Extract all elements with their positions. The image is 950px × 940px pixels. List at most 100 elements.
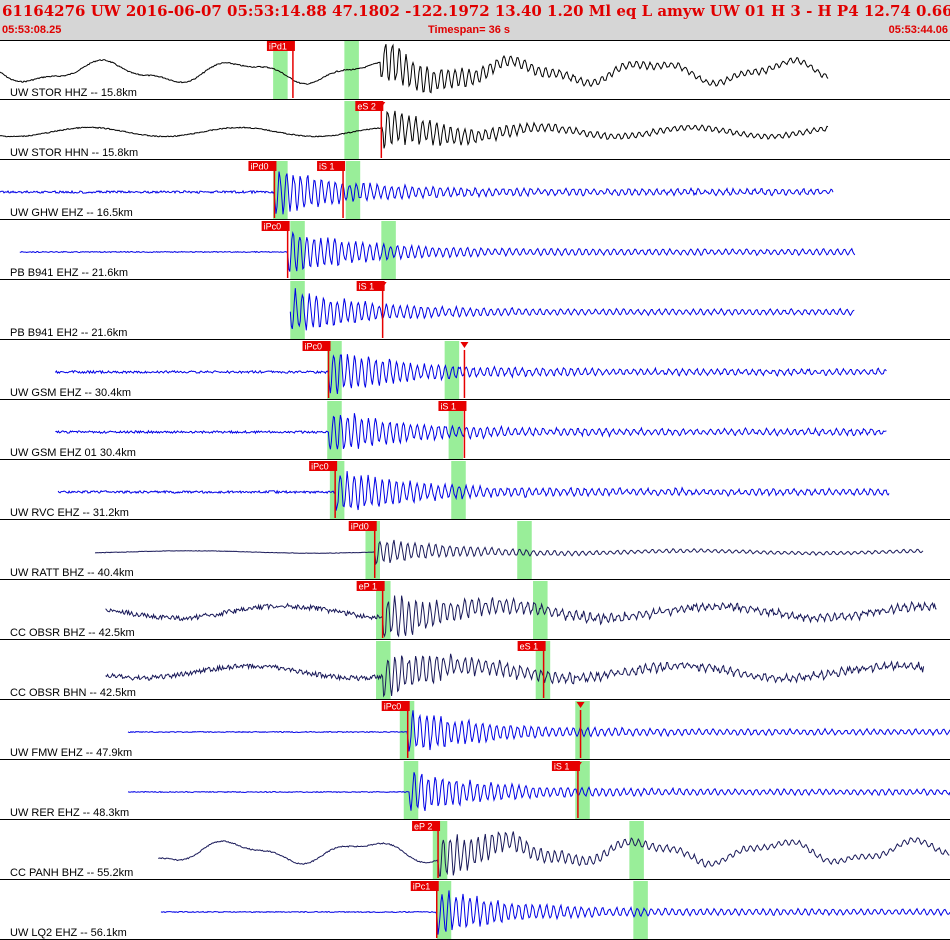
trace-row[interactable]: eS 2 UW STOR HHN -- 15.8km (0, 101, 950, 160)
pick-tag[interactable] (438, 401, 467, 411)
trace-row[interactable]: iS 1 UW GSM EHZ 01 30.4km (0, 401, 950, 460)
pick-marker (460, 342, 469, 348)
station-label: UW RER EHZ -- 48.3km (10, 807, 129, 819)
pick-window (451, 461, 466, 520)
station-label: UW GSM EHZ -- 30.4km (10, 387, 131, 399)
pick-label: iS 1 (319, 162, 335, 172)
pick-label: iS 1 (359, 282, 375, 292)
trace-row[interactable]: iPc0 UW RVC EHZ -- 31.2km (0, 461, 950, 520)
pick-tag[interactable] (266, 41, 295, 51)
trace-row[interactable]: iS 1 UW RER EHZ -- 48.3km (0, 761, 950, 820)
station-label: UW LQ2 EHZ -- 56.1km (10, 927, 127, 939)
trace-row[interactable]: iPc0 UW FMW EHZ -- 47.9km (0, 701, 950, 760)
pick-tag[interactable] (302, 341, 331, 351)
pick-label: iPc0 (305, 342, 323, 352)
waveform-trace (0, 171, 834, 215)
trace-row[interactable]: iPc0 UW GSM EHZ -- 30.4km (0, 341, 950, 400)
pick-marker (378, 282, 387, 288)
pick-window (448, 401, 464, 460)
waveform-trace (57, 471, 890, 511)
waveform-trace (54, 354, 887, 394)
waveform-trace (127, 710, 950, 752)
pick-label: iPc0 (384, 702, 402, 712)
waveform-trace (19, 231, 856, 272)
pick-tag[interactable] (381, 701, 410, 711)
waveform-trace (105, 653, 925, 698)
pick-tag[interactable] (356, 281, 385, 291)
station-label: UW RATT BHZ -- 40.4km (10, 567, 134, 579)
trace-row[interactable]: eP 2 CC PANH BHZ -- 55.2km (0, 821, 950, 880)
pick-window (365, 521, 380, 580)
station-label: PB B941 EH2 -- 21.6km (10, 327, 127, 339)
pick-window (381, 221, 396, 280)
pick-tag[interactable] (317, 161, 346, 171)
station-label: UW GSM EHZ 01 30.4km (10, 447, 136, 459)
pick-marker (573, 762, 582, 768)
trace-row[interactable]: eP 1 CC OBSR BHZ -- 42.5km (0, 581, 950, 640)
pick-window (344, 101, 359, 160)
pick-window (629, 821, 644, 880)
station-label: PB B941 EHZ -- 21.6km (10, 267, 128, 279)
waveform-trace (127, 772, 950, 812)
pick-tag[interactable] (551, 761, 580, 771)
pick-label: eS 1 (520, 642, 539, 652)
pick-window (533, 581, 548, 640)
waveform-trace (158, 831, 950, 877)
waveform-trace (0, 110, 829, 149)
pick-tag[interactable] (348, 521, 377, 531)
time-end-label: 05:53:44.06 (888, 24, 948, 36)
pick-window (376, 641, 391, 700)
trace-row[interactable]: iPd1 UW STOR HHZ -- 15.8km (0, 41, 950, 100)
station-label: UW FMW EHZ -- 47.9km (10, 747, 132, 759)
pick-label: eP 2 (414, 822, 432, 832)
waveform-trace (55, 413, 887, 450)
pick-label: iPd0 (250, 162, 268, 172)
trace-row[interactable]: iPd0 iS 1 UW GHW EHZ -- 16.5km (0, 161, 950, 220)
station-label: UW STOR HHN -- 15.8km (10, 147, 138, 159)
trace-row[interactable]: iPd0 UW RATT BHZ -- 40.4km (0, 521, 950, 580)
waveform-trace (105, 595, 937, 638)
pick-window (345, 161, 361, 220)
pick-tag[interactable] (412, 821, 441, 831)
trace-row[interactable]: iPc1 UW LQ2 EHZ -- 56.1km (0, 881, 950, 940)
pick-label: iPd1 (269, 42, 287, 52)
pick-tag[interactable] (410, 881, 439, 891)
station-label: UW STOR HHZ -- 15.8km (10, 87, 137, 99)
trace-row[interactable]: iPc0 PB B941 EHZ -- 21.6km (0, 221, 950, 280)
pick-window (633, 881, 648, 940)
station-label: CC PANH BHZ -- 55.2km (10, 867, 133, 879)
timespan-label: Timespan= 36 s (428, 24, 511, 36)
waveform-trace (160, 890, 950, 935)
waveform-trace (94, 539, 924, 566)
header-bar: 61164276 UW 2016-06-07 05:53:14.88 47.18… (0, 0, 950, 41)
pick-tag[interactable] (356, 581, 385, 591)
pick-label: iPd0 (351, 522, 369, 532)
event-title: 61164276 UW 2016-06-07 05:53:14.88 47.18… (2, 2, 950, 20)
time-start-label: 05:53:08.25 (2, 24, 62, 36)
pick-window (444, 341, 460, 400)
waveform-trace (0, 43, 829, 94)
pick-tag[interactable] (517, 641, 546, 651)
trace-panel[interactable]: iPd1 UW STOR HHZ -- 15.8km eS 2 UW STOR HHN… (0, 40, 950, 940)
pick-label: iPc0 (311, 462, 329, 472)
pick-window (575, 761, 590, 820)
pick-label: eS 2 (357, 102, 376, 112)
pick-tag[interactable] (355, 101, 384, 111)
pick-tag[interactable] (248, 161, 277, 171)
pick-marker (377, 102, 386, 108)
pick-label: eP 1 (359, 582, 377, 592)
station-label: CC OBSR BHZ -- 42.5km (10, 627, 135, 639)
trace-row[interactable]: iS 1 PB B941 EH2 -- 21.6km (0, 281, 950, 340)
pick-tag[interactable] (261, 221, 290, 231)
pick-tag[interactable] (309, 461, 338, 471)
trace-row[interactable]: eS 1 CC OBSR BHN -- 42.5km (0, 641, 950, 700)
station-label: UW RVC EHZ -- 31.2km (10, 507, 129, 519)
pick-window (575, 701, 590, 760)
pick-window (432, 821, 448, 880)
pick-label: iPc1 (413, 882, 431, 892)
pick-window (329, 461, 345, 520)
pick-label: iPc0 (264, 222, 282, 232)
pick-window (517, 521, 532, 580)
station-label: CC OBSR BHN -- 42.5km (10, 687, 136, 699)
